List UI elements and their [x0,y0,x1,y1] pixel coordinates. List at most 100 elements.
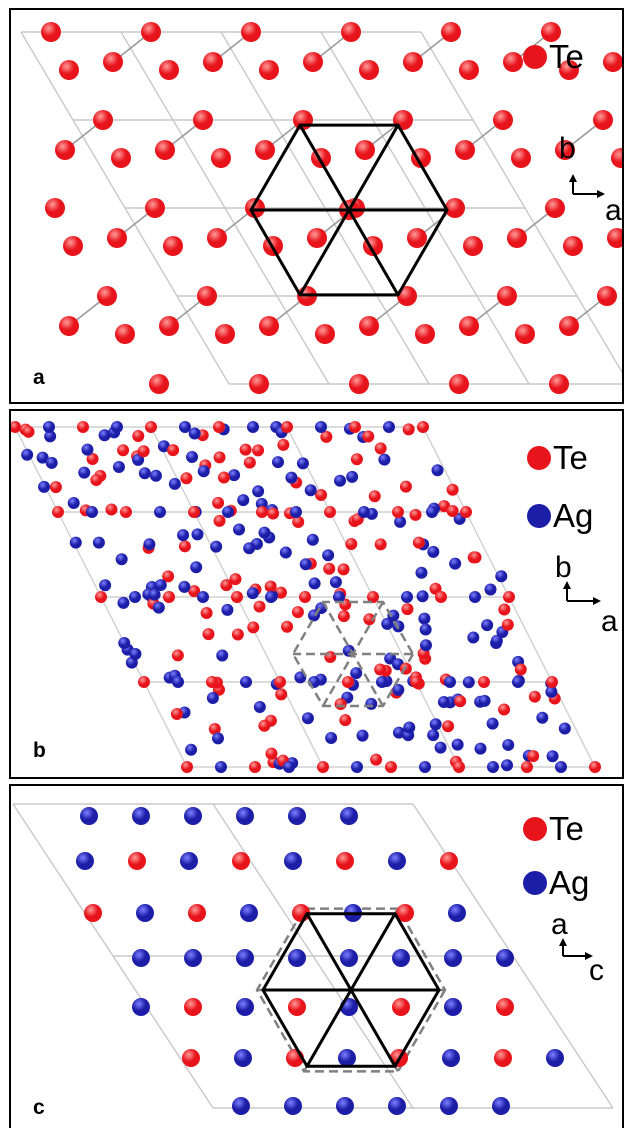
te-atom [231,628,244,641]
te-atom [141,22,161,42]
te-atom [128,852,146,870]
legend-ag-label: Ag [553,497,594,534]
te-atom [349,421,361,433]
te-atom [145,421,157,433]
te-atom [117,444,130,457]
ag-atom [228,469,241,482]
hexagon-diagonal [298,124,400,296]
te-atom [245,198,265,218]
te-atom [215,324,235,344]
ag-atom [284,1097,302,1115]
te-atom [507,228,527,248]
ag-atom [184,949,202,967]
ag-atom [478,694,491,707]
ag-atom [484,583,497,596]
te-atom [402,423,415,436]
te-atom [86,452,99,465]
te-atom [137,445,150,458]
te-atom [49,481,62,494]
ag-atom [285,471,298,484]
ag-atom [247,421,259,433]
ag-atom [210,540,223,553]
ag-atom [78,466,91,479]
ag-atom [288,949,306,967]
ag-atom [288,807,306,825]
te-atom [178,540,191,553]
panel-c-structure [12,803,614,1115]
ag-atom [45,456,58,469]
ag-atom [545,685,558,698]
te-atom [368,490,381,503]
ag-atom [376,676,388,688]
te-atom [446,483,459,496]
te-atom [149,374,169,394]
te-atom [111,148,131,168]
te-atom [206,676,218,688]
te-atom [59,60,79,80]
legend-ag: Ag [523,866,589,899]
panel-c: Te Ag a c c [9,784,624,1128]
te-atom [603,52,622,72]
panel-b-structure [11,421,601,773]
ag-atom [325,732,338,745]
te-atom [559,60,579,80]
ag-atom [394,515,407,528]
legend-te-label: Te [553,439,588,476]
te-atom [258,719,271,732]
te-atom [145,198,165,218]
atoms [76,807,564,1115]
ag-atom [132,949,150,967]
te-atom [339,714,352,727]
ag-atom [308,577,321,590]
te-atom [545,198,565,218]
ag-atom [306,533,319,546]
ag-atom [44,430,57,443]
ag-atom [178,580,191,593]
te-atom [212,496,225,509]
ag-atom [138,467,151,480]
te-atom [337,610,350,623]
ag-atom [152,601,165,614]
te-atom [255,140,275,160]
te-atom [180,472,193,485]
ag-atom [440,1097,458,1115]
te-atom [320,430,333,443]
ag-atom [136,904,154,922]
te-atom [478,676,490,688]
ag-atom [185,743,198,756]
te-atom [359,316,379,336]
ag-atom [215,761,227,773]
te-atom [288,998,306,1016]
ag-atom [233,523,246,536]
te-atom [555,140,575,160]
te-atom [84,904,102,922]
ag-atom [304,484,317,497]
te-atom [563,236,583,256]
te-atom [105,503,118,516]
ag-atom [148,588,161,601]
ag-atom [252,485,265,498]
ag-atom [197,591,209,603]
te-atom [90,474,103,487]
ag-atom [290,506,302,518]
ag-atom [442,1049,460,1067]
ag-atom [415,566,428,579]
te-atom [446,504,459,517]
te-atom [445,198,465,218]
te-atom [303,52,323,72]
ag-atom [388,1097,406,1115]
ag-atom [197,465,210,478]
te-atom [253,600,266,613]
te-atom [515,324,535,344]
te-atom [337,563,350,576]
ag-atom [358,506,370,518]
ag-atom [111,421,123,433]
te-atom [493,110,513,130]
ag-atom [444,949,462,967]
ag-atom [502,738,515,751]
te-atom [252,444,265,457]
te-atom [460,506,472,518]
ag-atom [80,807,98,825]
atoms [41,22,622,394]
ag-atom [427,545,440,558]
